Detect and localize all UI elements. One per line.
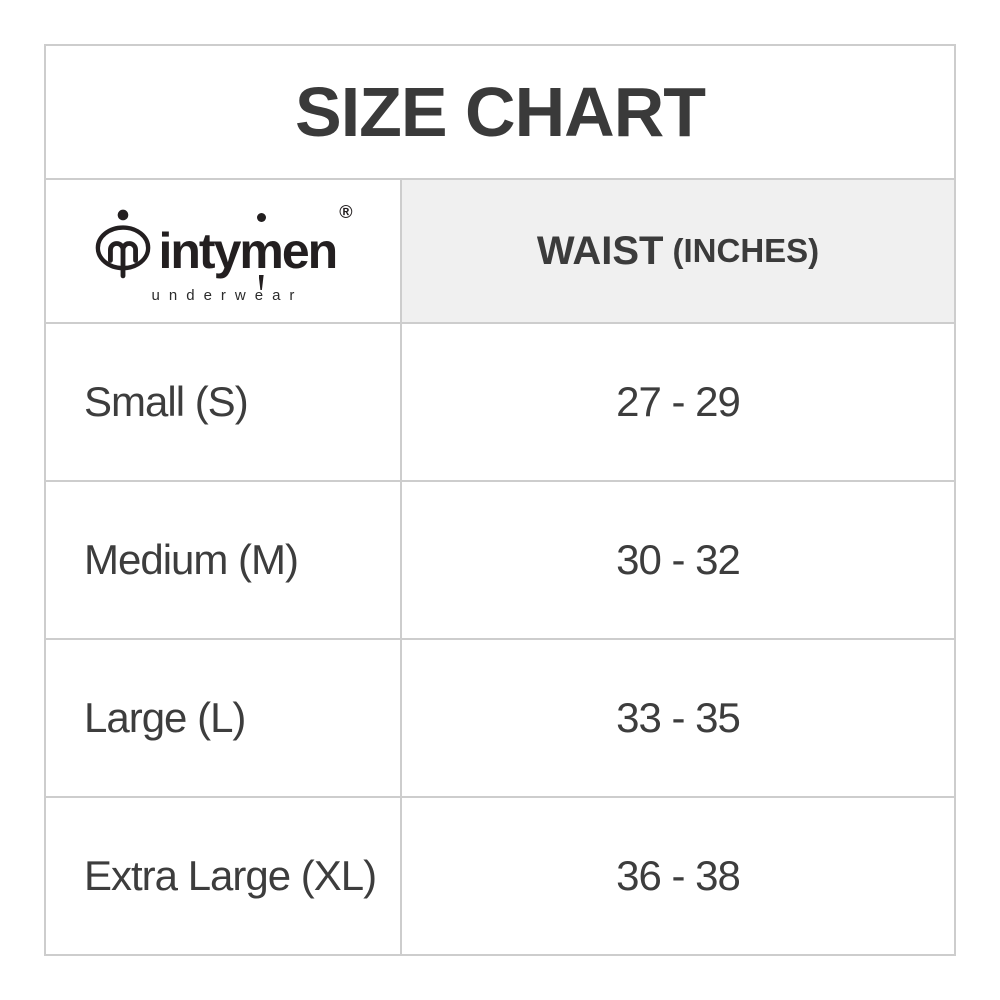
brand-wordmark-suffix: en — [281, 223, 338, 279]
table-row-large: Large (L) 33 - 35 — [46, 640, 954, 798]
size-label: Extra Large (XL) — [84, 852, 377, 899]
waist-label: WAIST — [536, 228, 664, 273]
brand-cell: intymen ® underwear — [46, 180, 400, 322]
page-title: SIZE CHART — [46, 46, 954, 180]
registered-trademark-symbol: ® — [339, 202, 353, 222]
size-label: Medium (M) — [84, 536, 299, 583]
logo-wordmark-row: intymen ® — [94, 202, 353, 279]
size-chart-table: SIZE CHART intymen ® underwear — [44, 44, 956, 956]
table-row-medium: Medium (M) 30 - 32 — [46, 482, 954, 640]
brand-wordmark-stylized-m: m — [239, 213, 284, 279]
table-header-row: intymen ® underwear WAIST (INCHES) — [46, 180, 954, 324]
brand-wordmark-m-letter: m — [239, 223, 283, 279]
size-label: Small (S) — [84, 378, 249, 425]
brand-wordmark: intymen — [158, 213, 338, 279]
waist-value: 33 - 35 — [400, 640, 954, 796]
waist-column-header: WAIST (INCHES) — [400, 180, 954, 322]
waist-value: 27 - 29 — [400, 324, 954, 480]
inches-unit-label: (INCHES) — [672, 232, 820, 269]
brand-wordmark-prefix: inty — [158, 223, 242, 279]
brand-tagline: underwear — [151, 287, 304, 304]
table-row-extra-large: Extra Large (XL) 36 - 38 — [46, 798, 954, 954]
waist-value: 36 - 38 — [400, 798, 954, 954]
intymen-logo: intymen ® underwear — [94, 202, 353, 304]
table-row-small: Small (S) 27 - 29 — [46, 324, 954, 482]
waist-value: 30 - 32 — [400, 482, 954, 638]
intymen-monogram-icon — [95, 209, 150, 279]
size-label: Large (L) — [84, 694, 246, 741]
